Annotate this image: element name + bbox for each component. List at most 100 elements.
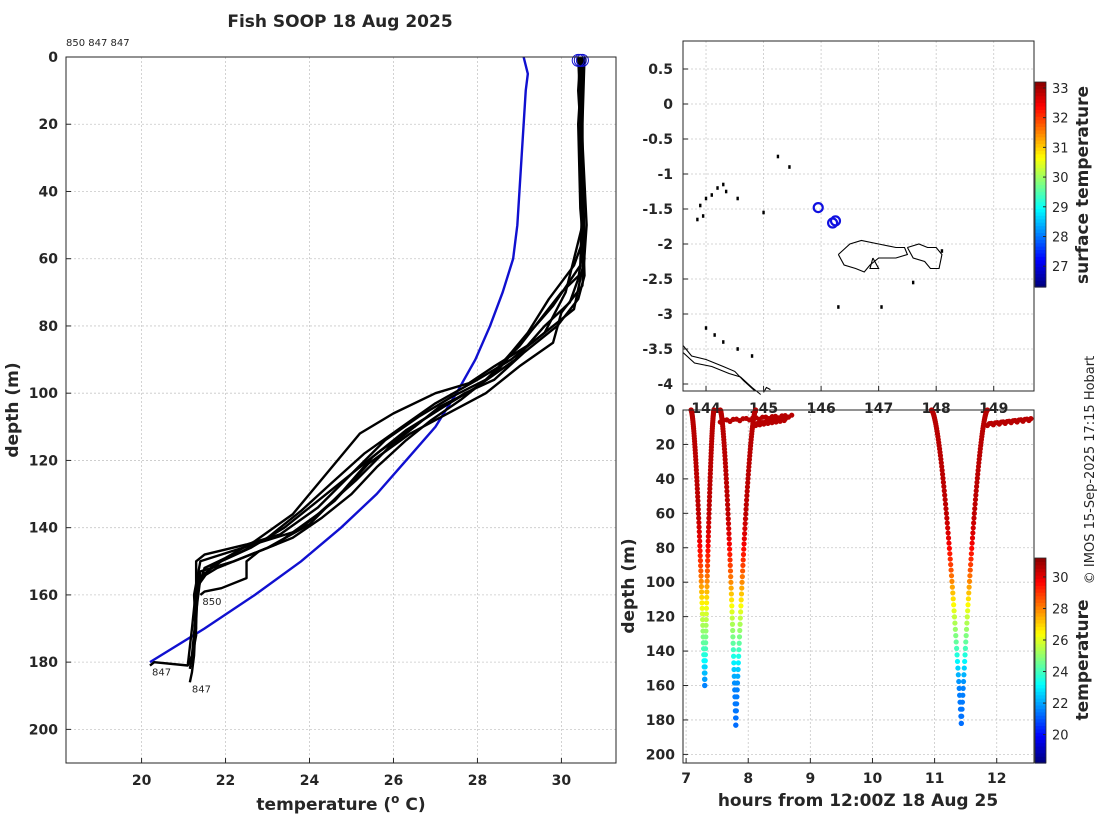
depth-time-point xyxy=(700,622,706,628)
profile-y-tick-label: 120 xyxy=(29,453,58,469)
depth-time-point xyxy=(699,605,705,611)
map-colorbar-segment xyxy=(1035,85,1046,90)
depth-time-colorbar-segment xyxy=(1035,585,1046,590)
depth-time-colorbar-segment xyxy=(1035,701,1046,706)
depth-time-y-tick-label: 100 xyxy=(646,575,675,591)
map-colorbar-segment xyxy=(1035,143,1046,148)
depth-time-y-tick-label: 140 xyxy=(646,644,675,660)
map-axes-frame xyxy=(682,40,1035,392)
map-colorbar-segment xyxy=(1035,95,1046,100)
depth-time-colorbar-segment xyxy=(1035,605,1046,610)
depth-time-point xyxy=(973,492,979,498)
map-colorbar-segment xyxy=(1035,133,1046,138)
depth-time-colorbar-segment xyxy=(1035,698,1046,703)
depth-time-point xyxy=(724,488,730,494)
depth-time-colorbar-segment xyxy=(1035,595,1046,600)
depth-time-point xyxy=(958,720,964,727)
depth-time-point xyxy=(942,496,948,503)
depth-time-colorbar-segment xyxy=(1035,588,1046,593)
depth-time-point xyxy=(956,678,962,685)
depth-time-point xyxy=(727,551,733,558)
depth-time-point xyxy=(971,515,977,521)
map-colorbar-tick-label: 33 xyxy=(1052,82,1069,97)
depth-time-point xyxy=(940,479,947,485)
depth-time-point xyxy=(736,634,743,640)
depth-time-point xyxy=(728,591,734,597)
depth-time-point xyxy=(704,573,710,579)
profile-x-tick-label: 24 xyxy=(300,773,320,789)
depth-time-colorbar-segment xyxy=(1035,749,1046,754)
profile-y-tick-label: 80 xyxy=(39,319,59,335)
depth-time-point xyxy=(701,664,707,670)
map-y-tick-label: -1.5 xyxy=(642,202,673,218)
depth-time-point xyxy=(974,479,980,485)
depth-time-colorbar-tick-label: 28 xyxy=(1052,602,1069,617)
profile-end-label: 850 xyxy=(202,597,221,608)
depth-time-ylabel: depth (m) xyxy=(619,538,639,633)
depth-time-colorbar-segment xyxy=(1035,694,1046,699)
profile-y-tick-label: 160 xyxy=(29,588,58,604)
depth-time-point xyxy=(975,467,981,473)
depth-time-point xyxy=(952,626,958,632)
island xyxy=(911,280,915,285)
map-colorbar-segment xyxy=(1035,123,1046,128)
credit-text: © IMOS 15-Sep-2025 17:15 Hobart xyxy=(1083,356,1098,584)
depth-time-point xyxy=(950,596,956,602)
depth-time-point xyxy=(725,506,731,512)
depth-time-colorbar-segment xyxy=(1035,599,1046,604)
depth-time-point xyxy=(705,529,712,535)
depth-time-point xyxy=(700,634,706,640)
depth-time-colorbar-segment xyxy=(1035,711,1046,716)
depth-time-point xyxy=(735,660,741,666)
island xyxy=(713,333,716,337)
depth-time-point xyxy=(697,558,704,564)
depth-time-colorbar-segment xyxy=(1035,626,1046,631)
map-colorbar-segment xyxy=(1035,146,1046,151)
depth-time-point xyxy=(738,591,745,597)
depth-time-colorbar-segment xyxy=(1035,609,1046,614)
depth-time-colorbar-segment xyxy=(1035,640,1046,645)
profile-x-tick-label: 28 xyxy=(468,773,487,789)
depth-time-point xyxy=(696,515,702,521)
depth-time-point xyxy=(974,483,980,490)
depth-time-colorbar-segment xyxy=(1035,759,1046,764)
depth-time-xlabel: hours from 12:00Z 18 Aug 25 xyxy=(718,791,998,811)
depth-time-point xyxy=(969,535,976,541)
map-colorbar-tick-label: 32 xyxy=(1052,112,1069,127)
depth-time-point xyxy=(744,484,751,490)
depth-time-point xyxy=(695,506,701,512)
depth-time-point xyxy=(745,468,752,474)
depth-time-point xyxy=(950,590,956,596)
depth-time-point xyxy=(972,496,979,503)
depth-time-point xyxy=(965,602,971,608)
map-colorbar-tick-label: 31 xyxy=(1052,141,1069,156)
depth-time-point xyxy=(945,525,951,531)
island xyxy=(701,214,705,218)
map-y-tick-label: -3 xyxy=(657,307,673,323)
map-x-tick-label: 146 xyxy=(806,401,835,417)
depth-time-colorbar-segment xyxy=(1035,687,1046,692)
depth-time-point xyxy=(705,538,711,544)
map-colorbar-frame xyxy=(1034,81,1047,288)
depth-time-point xyxy=(943,510,950,516)
depth-time-point xyxy=(726,536,732,542)
island xyxy=(736,196,739,201)
depth-time-point xyxy=(742,516,749,522)
map-colorbar-segment xyxy=(1035,273,1046,278)
depth-time-point xyxy=(705,543,711,549)
depth-time-point xyxy=(706,515,712,521)
depth-time-point xyxy=(706,498,713,504)
depth-time-point xyxy=(746,464,752,470)
profile-line-p8 xyxy=(190,56,584,663)
depth-time-colorbar-tick-label: 20 xyxy=(1052,729,1069,744)
map-colorbar-segment xyxy=(1035,225,1046,230)
map-colorbar-segment xyxy=(1035,184,1046,189)
depth-time-point xyxy=(744,493,750,499)
depth-time-point xyxy=(731,680,738,686)
depth-time-point xyxy=(969,545,975,552)
map-colorbar-segment xyxy=(1035,283,1046,288)
depth-time-colorbar-segment xyxy=(1035,650,1046,655)
island xyxy=(716,186,719,190)
coastline xyxy=(682,345,756,392)
island xyxy=(736,347,739,351)
